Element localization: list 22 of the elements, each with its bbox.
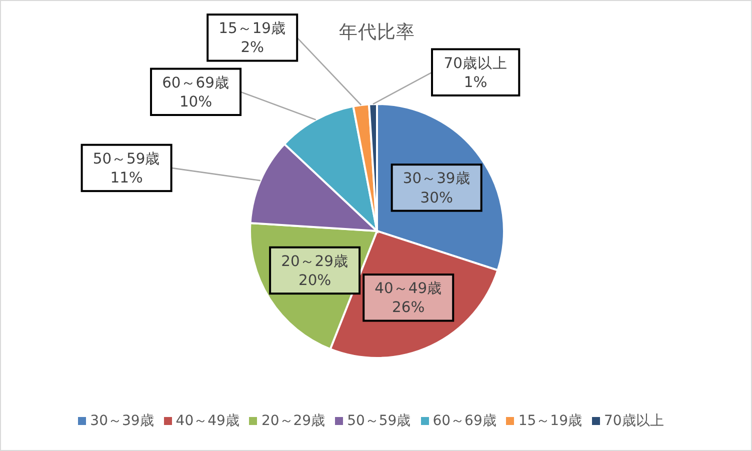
data-label: 26% <box>392 298 425 316</box>
data-label: 10% <box>179 92 212 110</box>
slice-label: 60～69歳 <box>162 74 230 91</box>
data-label: 2% <box>240 38 264 56</box>
legend-label: 70歳以上 <box>604 413 664 429</box>
slice-label: 20～29歳 <box>281 252 348 270</box>
legend-label: 60～69歳 <box>432 413 496 429</box>
slice-label: 40～49歳 <box>374 280 442 297</box>
data-label: 30% <box>420 188 453 206</box>
legend-label: 30～39歳 <box>90 413 154 429</box>
slice-label: 50～59歳 <box>92 150 160 167</box>
legend-label: 50～59歳 <box>347 413 411 429</box>
chart-title: 年代比率 <box>339 22 415 43</box>
legend-label: 15～19歳 <box>518 413 582 429</box>
slice-label: 15～19歳 <box>218 20 286 37</box>
data-label: 20% <box>298 272 332 289</box>
slice-label: 30～39歳 <box>402 170 470 187</box>
data-label: 11% <box>110 169 143 186</box>
legend-label: 20～29歳 <box>261 413 326 429</box>
slice-label: 70歳以上 <box>444 54 508 72</box>
data-label: 1% <box>464 73 488 90</box>
legend-label: 40～49歳 <box>176 413 240 429</box>
